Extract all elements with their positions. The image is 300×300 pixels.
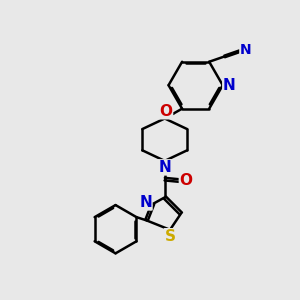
Text: N: N bbox=[139, 195, 152, 210]
Text: N: N bbox=[158, 160, 171, 175]
Text: O: O bbox=[160, 104, 172, 119]
Text: S: S bbox=[164, 229, 175, 244]
Text: N: N bbox=[223, 78, 236, 93]
Text: O: O bbox=[179, 173, 192, 188]
Text: N: N bbox=[240, 43, 251, 57]
